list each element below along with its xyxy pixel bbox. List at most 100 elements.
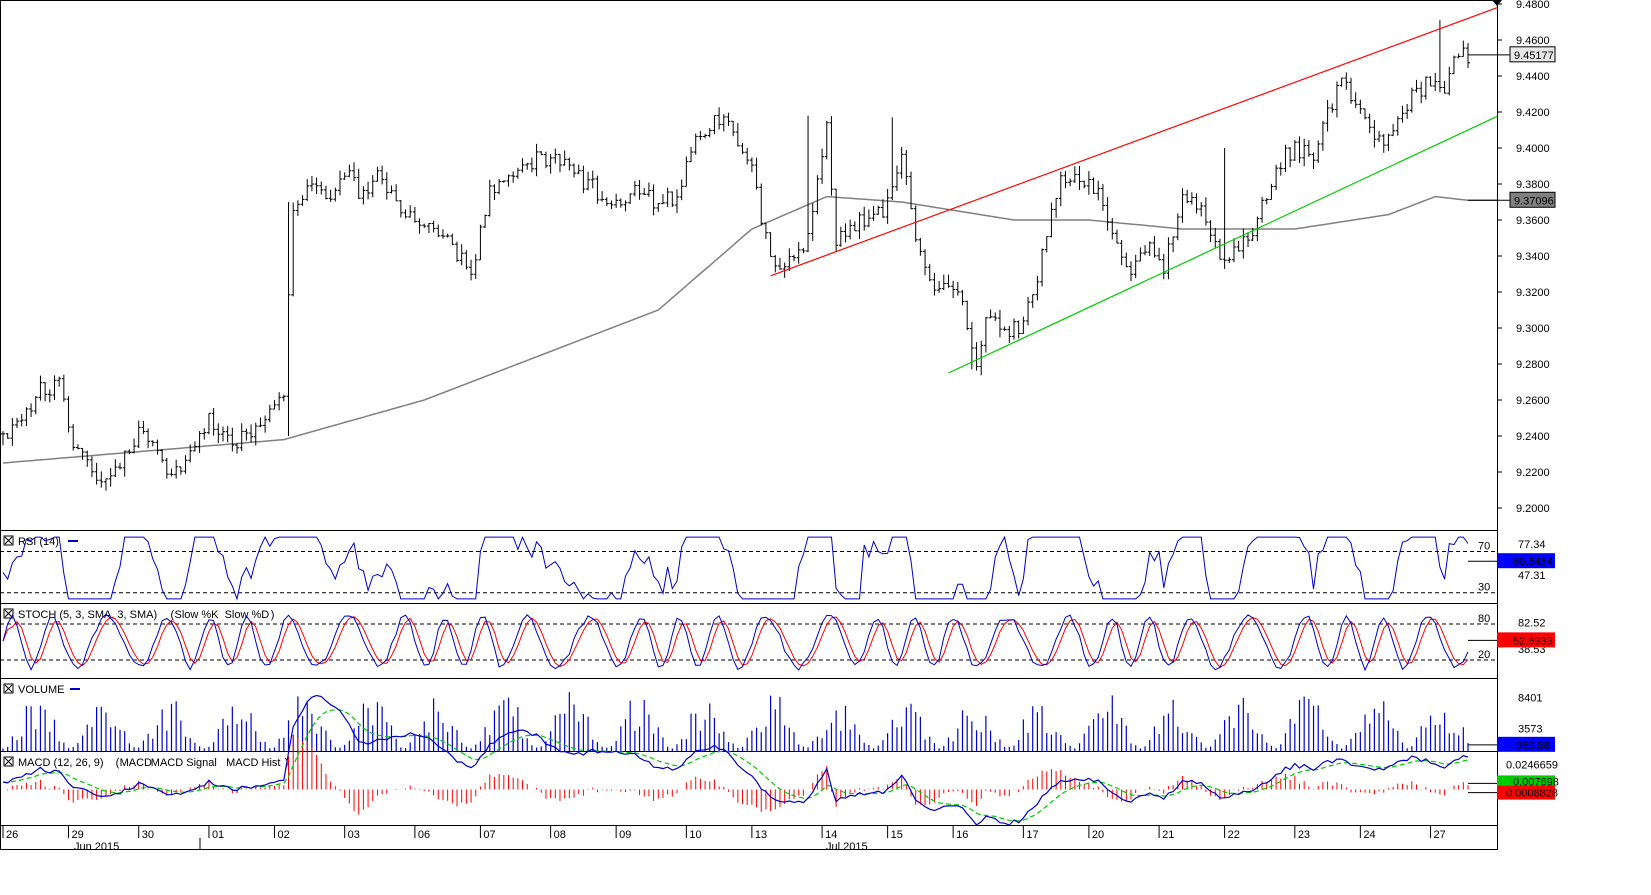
price-bar <box>735 123 740 147</box>
price-bar <box>281 394 286 402</box>
price-bar <box>698 130 703 140</box>
price-bar <box>539 151 544 156</box>
close-icon <box>4 757 13 766</box>
price-axis-ticks: 9.4800 9.4600 9.4400 9.4200 9.4000 9.3800 9.36… <box>1497 0 1550 515</box>
price-bar <box>997 309 1002 338</box>
price-bar <box>1082 180 1087 189</box>
rsi-axis: 77.34 47.31 60.6454 <box>1468 539 1555 582</box>
price-bar <box>904 149 909 186</box>
price-bar <box>1030 294 1035 308</box>
price-bar <box>347 164 352 178</box>
price-bar <box>235 443 240 454</box>
price-bar <box>1372 120 1377 148</box>
price-bar <box>1283 144 1288 173</box>
price-bar <box>852 221 857 232</box>
date-label: 03 <box>348 829 360 841</box>
price-bar <box>993 312 998 322</box>
price-bar <box>1068 178 1073 187</box>
price-bar <box>122 450 127 477</box>
price-bar <box>646 182 651 197</box>
macd-legend-0: MACD <box>120 757 152 769</box>
price-bar <box>927 263 932 282</box>
price-bar <box>178 466 183 475</box>
price-bar <box>370 175 375 198</box>
price-bar <box>1414 79 1419 93</box>
price-bar <box>572 163 577 178</box>
price-bar <box>553 148 558 164</box>
price-bar <box>862 206 867 231</box>
price-bar <box>637 179 642 200</box>
price-bar <box>955 281 960 296</box>
price-bar <box>1002 326 1007 331</box>
price-bar <box>1171 236 1176 253</box>
price-bar <box>309 175 314 192</box>
price-bar <box>300 195 305 206</box>
price-bar <box>651 184 656 216</box>
price-bar <box>815 175 820 215</box>
price-bar <box>1391 124 1396 137</box>
price-bar <box>160 448 165 463</box>
price-bar <box>328 189 333 202</box>
rsi-panel[interactable]: RSI (14) 70 30 77.34 47.31 60.6454 <box>0 535 1555 601</box>
price-bar <box>174 459 179 479</box>
price-bar <box>216 423 221 444</box>
price-bar <box>188 444 193 463</box>
price-panel[interactable]: 9.4800 9.4600 9.4400 9.4200 9.4000 9.3800 9.36… <box>1 0 1556 515</box>
price-bar <box>89 456 94 478</box>
price-bar <box>674 189 679 213</box>
price-bar <box>1442 80 1447 94</box>
price-bar <box>422 223 427 228</box>
month-label-jul: Jul 2015 <box>826 841 868 853</box>
price-bar <box>1086 171 1091 195</box>
stochastic-panel[interactable]: STOCH (5, 3, SMA, 3, SMA) (Slow %K Slow %D… <box>0 608 1555 672</box>
price-bar <box>127 449 132 455</box>
macd-signal-label: 0.007698 <box>1513 776 1559 788</box>
price-bar <box>277 392 282 411</box>
price-tick-label: 9.4200 <box>1516 107 1550 119</box>
price-bar <box>1166 237 1171 280</box>
price-bar <box>529 157 534 173</box>
price-bar <box>291 202 296 297</box>
month-label-jun: Jun 2015 <box>74 841 119 853</box>
price-bar <box>806 115 811 253</box>
price-bar <box>1367 113 1372 134</box>
price-bar <box>712 114 717 134</box>
price-bar <box>426 222 431 234</box>
volume-panel[interactable]: VOLUME 8401 3573 969.88 <box>2 683 1555 752</box>
price-bar <box>609 200 614 210</box>
price-bar <box>1348 77 1353 104</box>
price-bar <box>557 153 562 173</box>
price-bar <box>61 374 66 402</box>
price-bar <box>1241 228 1246 259</box>
price-bar <box>1077 165 1082 190</box>
price-bar <box>356 168 361 200</box>
price-bar <box>155 439 160 455</box>
price-bar <box>398 200 403 218</box>
date-label: 07 <box>483 829 495 841</box>
rsi-title: RSI (14) <box>18 536 59 548</box>
price-bar <box>80 447 85 460</box>
price-bar <box>1213 227 1218 248</box>
price-bar <box>843 223 848 243</box>
price-bar <box>1363 108 1368 120</box>
price-bar <box>169 468 174 477</box>
price-bar <box>1292 140 1297 161</box>
price-bar <box>1330 103 1335 113</box>
date-label: 08 <box>554 829 566 841</box>
price-bar <box>286 202 291 436</box>
price-bar <box>679 179 684 201</box>
price-bar <box>1049 202 1054 238</box>
price-bar <box>225 426 230 443</box>
price-bar <box>1180 188 1185 223</box>
price-bar <box>483 214 488 228</box>
price-bar <box>66 396 71 433</box>
price-bar <box>440 229 445 239</box>
price-bar <box>230 427 235 452</box>
price-bar <box>459 244 464 266</box>
price-bar <box>1246 232 1251 248</box>
stoch-level-label: 20 <box>1478 649 1490 661</box>
price-bar <box>220 426 225 442</box>
price-bar <box>1311 152 1316 170</box>
macd-legend-2: MACD Hist <box>226 757 280 769</box>
